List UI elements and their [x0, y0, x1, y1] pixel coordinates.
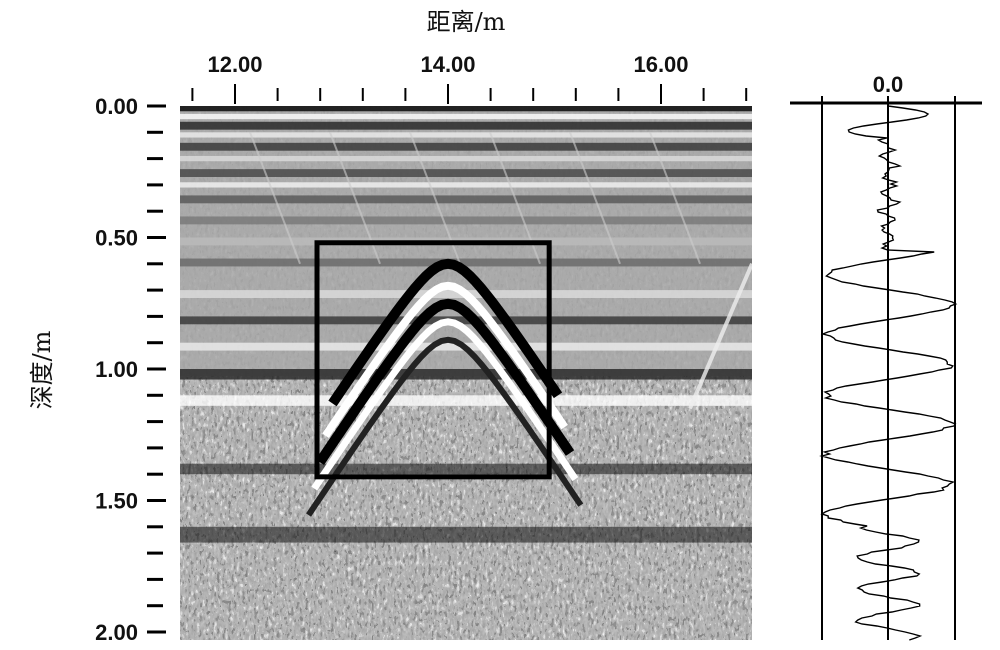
y-tick-label: 0.00	[95, 94, 138, 119]
x-axis-title: 距离/m	[427, 8, 506, 36]
hyperbola-reflection	[322, 281, 568, 438]
reflection-band	[180, 169, 752, 178]
diffraction-line	[249, 131, 301, 265]
hyperbola-reflection	[306, 336, 584, 517]
x-tick-label: 12.00	[207, 52, 262, 77]
reflection-band	[180, 182, 752, 188]
y-tick-label: 0.50	[95, 226, 138, 251]
reflection-band	[180, 216, 752, 225]
diffraction-line	[569, 131, 621, 265]
hyperbola-reflection	[328, 258, 563, 407]
highlight-box	[314, 240, 552, 480]
y-axis: 0.00 0.50 1.00 1.50 2.00	[95, 94, 166, 645]
trace-waveform	[819, 104, 958, 641]
reflection-band	[180, 258, 752, 267]
reflection-band	[180, 316, 752, 325]
y-tick-label: 1.50	[95, 489, 138, 514]
reflection-band	[180, 369, 752, 380]
hyperbola-reflection	[311, 318, 579, 491]
reflection-band	[180, 142, 752, 151]
trace-zero-label: 0.0	[873, 72, 904, 97]
y-tick-label: 1.00	[95, 357, 138, 382]
reflection-band	[180, 106, 752, 112]
reflection-band	[180, 113, 752, 120]
reflection-band	[180, 463, 752, 475]
trace-panel: 0.0	[790, 72, 982, 641]
diffraction-line	[688, 263, 752, 410]
y-axis-title: 深度/m	[28, 330, 56, 409]
reflection-band	[180, 132, 752, 138]
radargram-image	[180, 106, 752, 640]
hyperbola-reflection	[315, 298, 575, 465]
diffraction-line	[649, 131, 701, 265]
reflection-band	[180, 155, 752, 162]
reflection-band	[180, 121, 752, 130]
y-tick-label: 2.00	[95, 620, 138, 645]
reflection-band	[180, 526, 752, 543]
x-tick-label: 14.00	[420, 52, 475, 77]
reflection-band	[180, 395, 752, 406]
x-tick-label: 16.00	[633, 52, 688, 77]
reflection-band	[180, 195, 752, 204]
